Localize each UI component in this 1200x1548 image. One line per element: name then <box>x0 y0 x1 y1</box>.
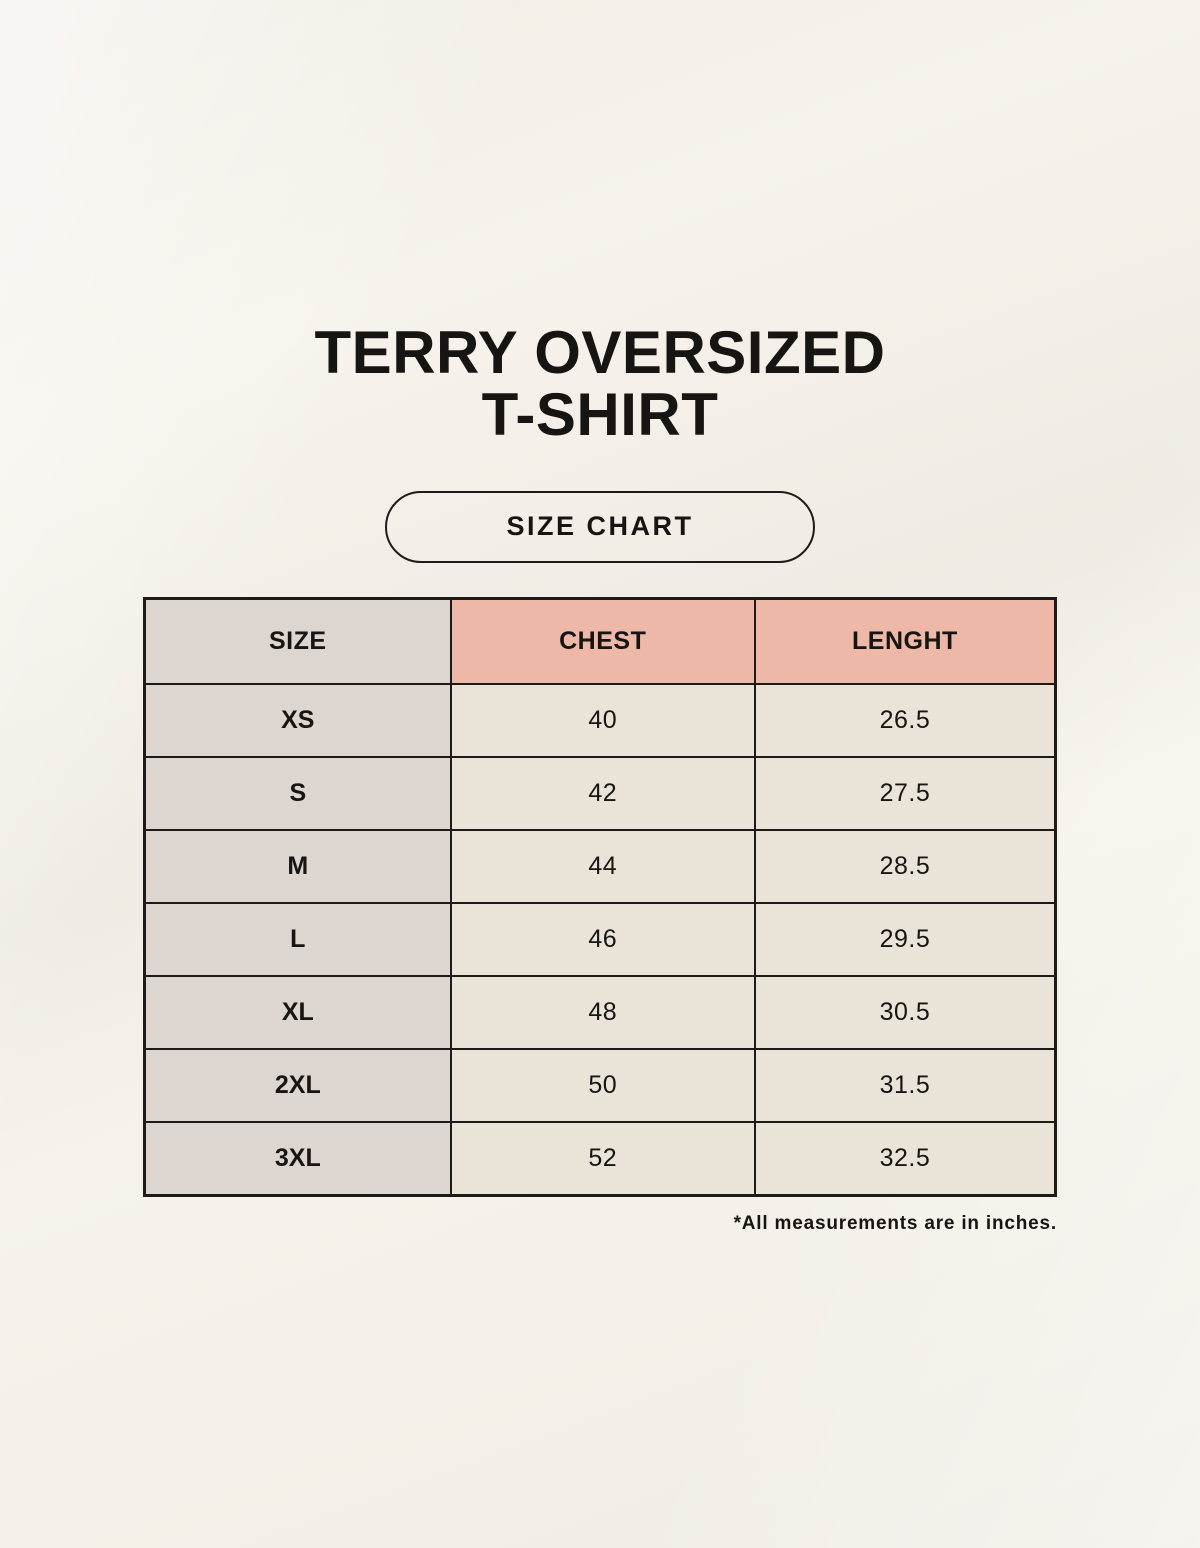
table-row: S 42 27.5 <box>143 756 1057 832</box>
cell-lenght-value: 30.5 <box>753 975 1057 1051</box>
size-table-header: SIZE CHEST LENGHT <box>143 597 1057 686</box>
size-chart-button-label: SIZE CHART <box>506 511 694 542</box>
cell-chest-value: 50 <box>449 1048 756 1124</box>
size-table-body: XS 40 26.5 S 42 27.5 M 44 28.5 L 46 29.5… <box>143 683 1057 1197</box>
cell-chest-value: 52 <box>449 1121 756 1197</box>
header-cell-chest: CHEST <box>449 597 756 686</box>
cell-chest-value: 46 <box>449 902 756 978</box>
cell-lenght-value: 28.5 <box>753 829 1057 905</box>
size-chart-button: SIZE CHART <box>385 490 815 563</box>
cell-size-label: XL <box>143 975 452 1051</box>
table-row: 2XL 50 31.5 <box>143 1048 1057 1124</box>
cell-lenght-value: 32.5 <box>753 1121 1057 1197</box>
product-title-line2: T-SHIRT <box>481 381 719 449</box>
cell-size-label: 2XL <box>143 1048 452 1124</box>
product-title: TERRY OVERSIZED T-SHIRT <box>0 0 1200 447</box>
header-cell-lenght: LENGHT <box>753 597 1057 686</box>
cell-size-label: M <box>143 829 452 905</box>
header-cell-size: SIZE <box>143 597 452 686</box>
cell-size-label: 3XL <box>143 1121 452 1197</box>
table-row: L 46 29.5 <box>143 902 1057 978</box>
cell-chest-value: 48 <box>449 975 756 1051</box>
measurements-note: *All measurements are in inches. <box>733 1212 1057 1234</box>
cell-chest-value: 40 <box>449 683 756 759</box>
cell-lenght-value: 29.5 <box>753 902 1057 978</box>
cell-chest-value: 44 <box>449 829 756 905</box>
table-row: M 44 28.5 <box>143 829 1057 905</box>
product-title-line1: TERRY OVERSIZED <box>314 319 886 386</box>
cell-size-label: XS <box>143 683 452 759</box>
header-row: SIZE CHEST LENGHT <box>143 597 1057 686</box>
cell-size-label: L <box>143 902 452 978</box>
size-table: SIZE CHEST LENGHT XS 40 26.5 S 42 27.5 M… <box>143 596 1057 1197</box>
cell-size-label: S <box>143 756 452 832</box>
cell-lenght-value: 31.5 <box>753 1048 1057 1124</box>
cell-lenght-value: 27.5 <box>753 756 1057 832</box>
table-row: 3XL 52 32.5 <box>143 1121 1057 1197</box>
cell-lenght-value: 26.5 <box>753 683 1057 759</box>
cell-chest-value: 42 <box>449 756 756 832</box>
table-row: XS 40 26.5 <box>143 683 1057 759</box>
size-table-container: SIZE CHEST LENGHT XS 40 26.5 S 42 27.5 M… <box>143 596 1057 1197</box>
table-row: XL 48 30.5 <box>143 975 1057 1051</box>
